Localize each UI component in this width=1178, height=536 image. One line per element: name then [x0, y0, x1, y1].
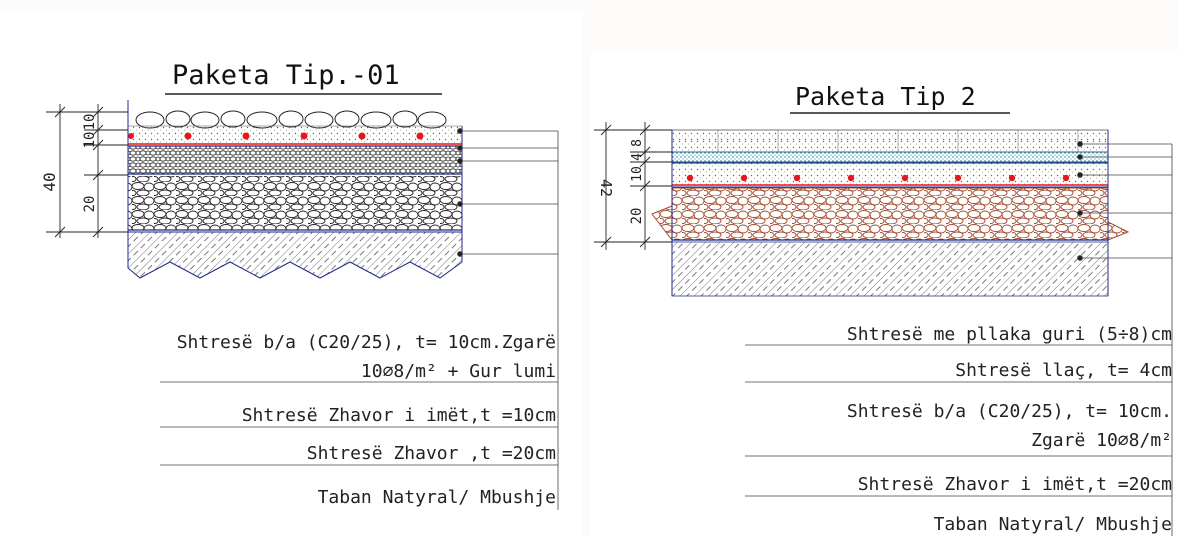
panel-2-legend-1: Shtresë me pllaka guri (5÷8)cm — [847, 324, 1172, 345]
panel-2-dim-seg4: 20 — [629, 208, 645, 225]
panel-1-background — [0, 12, 582, 536]
panel-1-soil-layer — [127, 231, 463, 279]
panel-1-title: Paketa Tip.-01 — [172, 60, 400, 91]
panel-2-legend-3: Shtresë b/a (C20/25), t= 10cm. — [847, 401, 1172, 422]
panel-1-legend-4: Shtresë Zhavor ,t =20cm — [307, 443, 556, 464]
panel-2-stone-slab-layer — [671, 129, 1109, 153]
panel-1-legend: Shtresë b/a (C20/25), t= 10cm.Zgarë 10⌀8… — [177, 332, 556, 508]
panel-2-mortar-layer — [671, 151, 1109, 163]
panel-1-cobble-row — [135, 110, 447, 129]
panel-1-legend-2: 10⌀8/m² + Gur lumi — [361, 361, 556, 382]
panel-1-dim-seg1: 10 — [82, 114, 98, 131]
panel-2-legend-2: Shtresë llaç, t= 4cm — [955, 360, 1172, 381]
panel-2-legend-5: Shtresë Zhavor i imët,t =20cm — [858, 474, 1172, 495]
panel-2-legend-4: Zgarë 10⌀8/m² — [1031, 430, 1172, 451]
panel-1-dim-total: 40 — [40, 172, 59, 191]
panel-1-legend-3: Shtresë Zhavor i imët,t =10cm — [242, 405, 556, 426]
panel-1-legend-5: Taban Natyral/ Mbushje — [318, 487, 556, 508]
panel-1-dim-seg3: 20 — [82, 196, 98, 213]
panel-2-dim-seg2: 4 — [630, 153, 645, 161]
panel-2-gravel-layer — [651, 187, 1130, 241]
panel-1-legend-1: Shtresë b/a (C20/25), t= 10cm.Zgarë — [177, 332, 556, 353]
panel-1-concrete-layer — [127, 125, 463, 145]
panel-2-concrete-layer — [672, 163, 1108, 185]
panel-2-dimensions — [594, 122, 672, 250]
panel-1: Paketa Tip.-01 — [40, 60, 559, 510]
panel-1-leaders — [457, 128, 559, 510]
panel-2-title: Paketa Tip 2 — [795, 82, 976, 111]
panel-2-rebar-dots — [686, 174, 1070, 182]
panel-2-soil-layer — [671, 241, 1109, 297]
panel-2: Paketa Tip 2 — [594, 82, 1173, 536]
panel-1-rebar-dots — [128, 132, 424, 140]
panel-1-coarse-gravel-layer — [128, 176, 462, 230]
panel-1-dimensions — [46, 104, 128, 238]
panel-1-dim-seg2: 10 — [82, 132, 98, 149]
panel-2-legend: Shtresë me pllaka guri (5÷8)cm Shtresë l… — [847, 324, 1172, 535]
panel-2-dim-seg1: 8 — [630, 139, 645, 147]
panel-2-dim-total: 42 — [597, 179, 615, 197]
panel-2-dim-seg3: 10 — [630, 166, 645, 182]
panel-1-fine-gravel-layer — [128, 146, 462, 174]
panel-2-leaders — [1077, 141, 1173, 536]
panel-2-legend-6: Taban Natyral/ Mbushje — [934, 514, 1172, 535]
